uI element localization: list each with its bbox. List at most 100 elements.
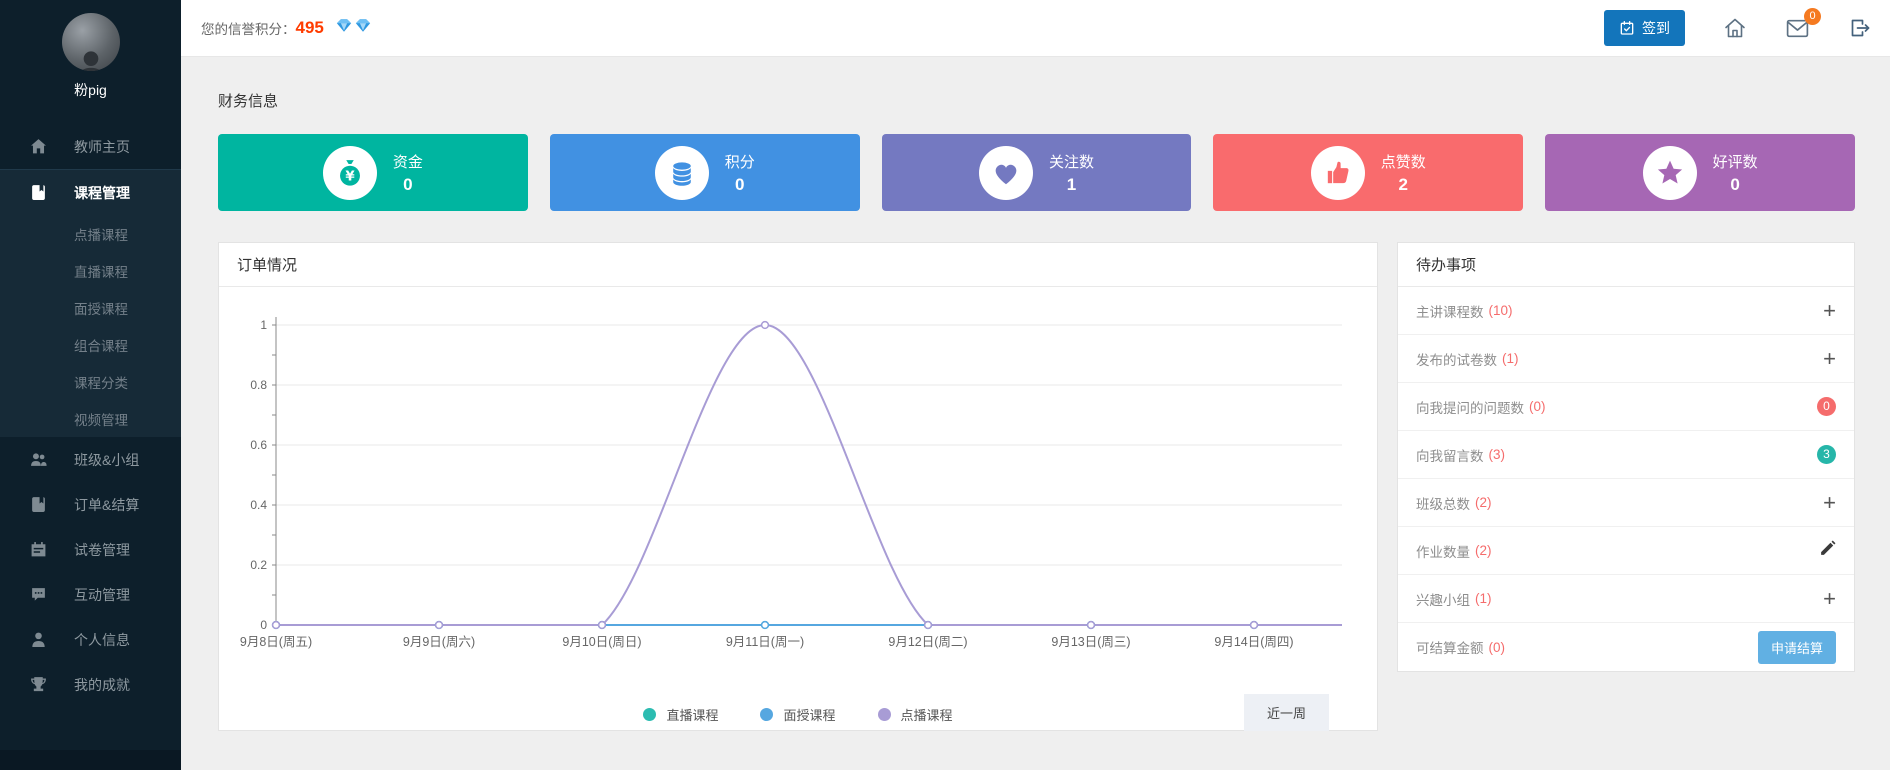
sidebar-item-7[interactable]: 我的成就 [0, 662, 181, 707]
stat-card-1[interactable]: 积分 0 [549, 134, 860, 211]
credit-score-value: 495 [295, 18, 324, 37]
stat-card-text: 资金 0 [393, 151, 423, 195]
sidebar-subitem-1[interactable]: 直播课程 [74, 264, 128, 280]
plus-icon[interactable]: + [1823, 585, 1836, 611]
svg-text:9月8日(周五): 9月8日(周五) [240, 635, 312, 649]
plus-icon[interactable]: + [1823, 489, 1836, 515]
sidebar-item-5[interactable]: 互动管理 [0, 572, 181, 617]
sidebar-subitem-5[interactable]: 视频管理 [74, 412, 128, 428]
legend-item-2[interactable]: 点播课程 [877, 705, 953, 724]
stat-card-label: 资金 [392, 153, 423, 171]
todo-item-label[interactable]: 发布的试卷数 [1416, 352, 1497, 368]
todo-item-label[interactable]: 向我留言数 [1416, 448, 1484, 464]
heart-icon [978, 145, 1033, 200]
credit-score-label: 您的信誉积分： [201, 22, 296, 37]
sidebar-item-1[interactable]: 课程管理 [0, 170, 181, 215]
todo-row-0: 主讲课程数 (10) + [1398, 287, 1854, 335]
todo-item-action: + [1823, 585, 1836, 611]
sidebar-menu: 教师主页 课程管理点播课程直播课程面授课程组合课程课程分类视频管理班级&小组订单&… [0, 124, 181, 707]
todo-item-count: (2) [1475, 543, 1492, 558]
sidebar-item-2[interactable]: 班级&小组 [0, 437, 181, 482]
legend-label: 面授课程 [783, 707, 836, 723]
todo-item-count: (10) [1488, 303, 1513, 318]
todo-row-4: 班级总数 (2) + [1398, 479, 1854, 527]
orders-chart: 0 0.2 0.4 0.6 0.8 1 9月8日(周五) 9月9日(周六) 9月10日(周日) 9… [219, 287, 1377, 692]
sidebar-item-6[interactable]: 个人信息 [0, 617, 181, 662]
svg-text:0.4: 0.4 [250, 498, 267, 512]
plus-icon[interactable]: + [1823, 297, 1836, 323]
todo-item-count: (3) [1488, 447, 1506, 462]
stat-card-value: 0 [734, 174, 745, 194]
todo-item-label[interactable]: 作业数量 [1416, 544, 1470, 560]
stat-card-2[interactable]: 关注数 1 [881, 134, 1192, 211]
todo-item-label[interactable]: 向我提问的问题数 [1416, 400, 1524, 416]
sidebar-item-4[interactable]: 试卷管理 [0, 527, 181, 572]
sidebar-item-label: 互动管理 [74, 586, 130, 603]
stat-card-3[interactable]: 点赞数 2 [1213, 134, 1524, 211]
interaction-icon [30, 586, 47, 603]
todo-item-count: (0) [1488, 639, 1506, 655]
todo-row-6: 兴趣小组 (1) + [1398, 575, 1854, 623]
order-icon [30, 496, 47, 513]
todo-item-label[interactable]: 主讲课程数 [1416, 304, 1484, 320]
achievement-icon [30, 676, 47, 693]
svg-text:9月14日(周四): 9月14日(周四) [1214, 635, 1293, 649]
legend-item-1[interactable]: 面授课程 [760, 705, 836, 724]
messages-icon[interactable]: 0 [1785, 7, 1821, 41]
main-content: 财务信息 ¥ 资金 0 积分 0 关注数 1 点赞数 2 好评数 0 订单情况 0 0.2 0.4 0.6… [181, 57, 1890, 770]
credit-score-block: 您的信誉积分： 495 [181, 18, 371, 38]
logout-icon[interactable] [1848, 16, 1872, 40]
sidebar-item-3[interactable]: 订单&结算 [0, 482, 181, 527]
coins-icon [654, 145, 709, 200]
pencil-icon[interactable] [1819, 540, 1836, 562]
count-badge[interactable]: 0 [1817, 397, 1836, 416]
gem-icon [355, 18, 371, 38]
todo-panel-title: 待办事项 [1398, 243, 1854, 287]
gem-icon [336, 18, 352, 38]
sign-in-button[interactable]: 签到 [1604, 10, 1685, 46]
legend-item-0[interactable]: 直播课程 [643, 705, 718, 724]
todo-item-label[interactable]: 可结算金额 [1416, 641, 1484, 656]
apply-settlement-button[interactable]: 申请结算 [1757, 630, 1836, 664]
plus-icon[interactable]: + [1823, 345, 1836, 371]
star-icon [1642, 145, 1697, 200]
todo-item-count: (1) [1502, 351, 1519, 366]
user-avatar[interactable] [61, 13, 120, 71]
todo-list: 主讲课程数 (10) + 发布的试卷数 (1) + 向我提问的问题数 (0) 0 向我留言数 (3)… [1398, 287, 1854, 671]
todo-item-label[interactable]: 班级总数 [1416, 496, 1470, 512]
sidebar-user-block: 粉pig [0, 0, 181, 100]
sidebar-item-label: 订单&结算 [74, 496, 140, 513]
messages-badge: 0 [1804, 7, 1821, 25]
legend-dot [643, 707, 657, 721]
todo-item-action: + [1823, 297, 1836, 323]
home-icon [30, 138, 47, 155]
stat-card-4[interactable]: 好评数 0 [1545, 134, 1855, 211]
stat-card-value: 0 [1730, 174, 1740, 194]
orders-panel-title: 订单情况 [219, 243, 1377, 287]
chart-legend: 直播课程 面授课程 点播课程 近一周 [219, 692, 1377, 736]
home-nav-icon[interactable] [1723, 16, 1747, 40]
svg-text:¥: ¥ [345, 169, 355, 184]
sidebar-item-label: 试卷管理 [74, 541, 130, 558]
count-badge[interactable]: 3 [1817, 445, 1836, 464]
todo-item-label[interactable]: 兴趣小组 [1416, 592, 1470, 608]
profile-icon [30, 631, 47, 648]
legend-dot [877, 707, 891, 721]
todo-item-action [1819, 540, 1836, 562]
sidebar-item-0[interactable]: 教师主页 [0, 124, 181, 169]
sidebar-subitem-0[interactable]: 点播课程 [74, 227, 128, 243]
stat-card-0[interactable]: ¥ 资金 0 [218, 134, 528, 211]
svg-text:0.2: 0.2 [250, 558, 267, 572]
svg-text:9月10日(周日): 9月10日(周日) [562, 635, 641, 649]
range-last-week-button[interactable]: 近一周 [1243, 694, 1329, 731]
todo-row-3: 向我留言数 (3) 3 [1398, 431, 1854, 479]
todo-item-count: (1) [1475, 591, 1492, 606]
sidebar-subitem-4[interactable]: 课程分类 [74, 375, 128, 391]
sidebar-subitem-2[interactable]: 面授课程 [74, 301, 128, 317]
sidebar: 粉pig 教师主页 课程管理点播课程直播课程面授课程组合课程课程分类视频管理班级&… [0, 0, 181, 770]
finance-cards: ¥ 资金 0 积分 0 关注数 1 点赞数 2 好评数 0 [218, 134, 1855, 211]
money-bag-icon: ¥ [322, 145, 377, 200]
sidebar-subitem-3[interactable]: 组合课程 [74, 338, 128, 354]
todo-panel: 待办事项 主讲课程数 (10) + 发布的试卷数 (1) + 向我提问的问题数 (0) 0 向我留… [1397, 242, 1855, 672]
svg-text:1: 1 [260, 318, 267, 332]
